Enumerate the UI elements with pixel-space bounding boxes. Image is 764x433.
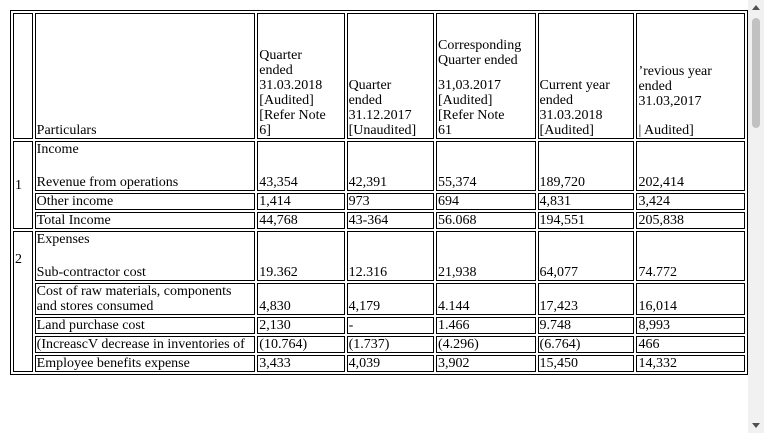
table-cell: 43,354 — [257, 141, 345, 191]
scrollbar-thumb[interactable] — [752, 18, 760, 128]
table-cell: 4.144 — [435, 283, 536, 315]
table-cell: (1.737) — [346, 336, 434, 353]
table-row: Employee benefits expense 3,433 4,039 3,… — [13, 355, 745, 372]
table-cell: 17,423 — [537, 283, 635, 315]
row-label: Expenses Sub-contractor cost — [34, 231, 256, 281]
table-row: Total Income 44,768 43-364 56.068 194,55… — [13, 212, 745, 229]
table-cell: 1.466 — [435, 317, 536, 334]
table-row: Land purchase cost 2,130 - 1.466 9.748 8… — [13, 317, 745, 334]
table-cell: 4,039 — [346, 355, 434, 372]
header-particulars: Particulars — [34, 13, 256, 139]
row-label: Employee benefits expense — [34, 355, 256, 372]
table-cell: 14,332 — [636, 355, 745, 372]
table-cell: 3,424 — [636, 193, 745, 210]
table-row: Cost of raw materials, components and st… — [13, 283, 745, 315]
table-cell: 4,831 — [537, 193, 635, 210]
table-cell: 4,179 — [346, 283, 434, 315]
table-cell: 9.748 — [537, 317, 635, 334]
table-row: 1 Income Revenue from operations 43,354 … — [13, 141, 745, 229]
section-title: Income — [36, 142, 79, 157]
table-cell: 3,433 — [257, 355, 345, 372]
table-cell: 16,014 — [636, 283, 745, 315]
table-cell: 194,551 — [537, 212, 635, 229]
table-cell: (6.764) — [537, 336, 635, 353]
table-cell: 56.068 — [435, 212, 536, 229]
scroll-up-arrow-icon[interactable] — [748, 0, 764, 16]
table-row: (IncreascV decrease in inventories of (1… — [13, 336, 745, 353]
table-cell: 1,414 — [257, 193, 345, 210]
table-cell: 42,391 — [346, 141, 434, 191]
header-quarter-ended-31-12-2017: Quarter ended 31.12.2017 [Unaudited] — [346, 13, 434, 139]
table-cell: 466 — [636, 336, 745, 353]
table-cell: 74.772 — [636, 231, 745, 281]
financial-results-table: Particulars Quarter ended 31.03.2018 [Au… — [10, 10, 748, 375]
table-cell: (4.296) — [435, 336, 536, 353]
table-cell: 8,993 — [636, 317, 745, 334]
row-label: Land purchase cost — [34, 317, 256, 334]
table-cell: 21,938 — [435, 231, 536, 281]
table-cell: 202,414 — [636, 141, 745, 191]
table-cell: - — [346, 317, 434, 334]
table-row: 2 Expenses Sub-contractor cost 19.362 12… — [13, 231, 745, 372]
table-cell: 19.362 — [257, 231, 345, 281]
table-cell: 12.316 — [346, 231, 434, 281]
header-row: Particulars Quarter ended 31.03.2018 [Au… — [13, 13, 745, 139]
header-corresponding-quarter: Corresponding Quarter ended 31,03.2017 [… — [435, 13, 536, 139]
section-number: 2 — [13, 231, 33, 372]
header-current-year: Current year ended 31.03.2018 [Audited] — [537, 13, 635, 139]
table-cell: 3,902 — [435, 355, 536, 372]
header-quarter-ended-31-03-2018: Quarter ended 31.03.2018 [Audited] [Refe… — [257, 13, 345, 139]
table-cell: (10.764) — [257, 336, 345, 353]
table-cell: 43-364 — [346, 212, 434, 229]
table-cell: 4,830 — [257, 283, 345, 315]
header-blank-cell — [13, 13, 33, 139]
vertical-scrollbar[interactable] — [748, 0, 764, 433]
row-label: Income Revenue from operations — [34, 141, 256, 191]
document-viewport: Particulars Quarter ended 31.03.2018 [Au… — [10, 10, 748, 375]
table-cell: 44,768 — [257, 212, 345, 229]
table-row: Other income 1,414 973 694 4,831 3,424 — [13, 193, 745, 210]
table-cell: 205,838 — [636, 212, 745, 229]
scroll-down-arrow-icon[interactable] — [748, 417, 764, 433]
table-cell: 973 — [346, 193, 434, 210]
table-cell: 15,450 — [537, 355, 635, 372]
header-previous-year: ’revious year ended 31.03,2017 | Audited… — [636, 13, 745, 139]
row-label: (IncreascV decrease in inventories of — [34, 336, 256, 353]
table-cell: 694 — [435, 193, 536, 210]
table-cell: 2,130 — [257, 317, 345, 334]
row-label: Cost of raw materials, components and st… — [34, 283, 256, 315]
table-cell: 189,720 — [537, 141, 635, 191]
table-cell: 55,374 — [435, 141, 536, 191]
row-label: Other income — [34, 193, 256, 210]
section-title: Expenses — [36, 232, 90, 247]
table-cell: 64,077 — [537, 231, 635, 281]
row-label: Total Income — [34, 212, 256, 229]
section-number: 1 — [13, 141, 33, 229]
